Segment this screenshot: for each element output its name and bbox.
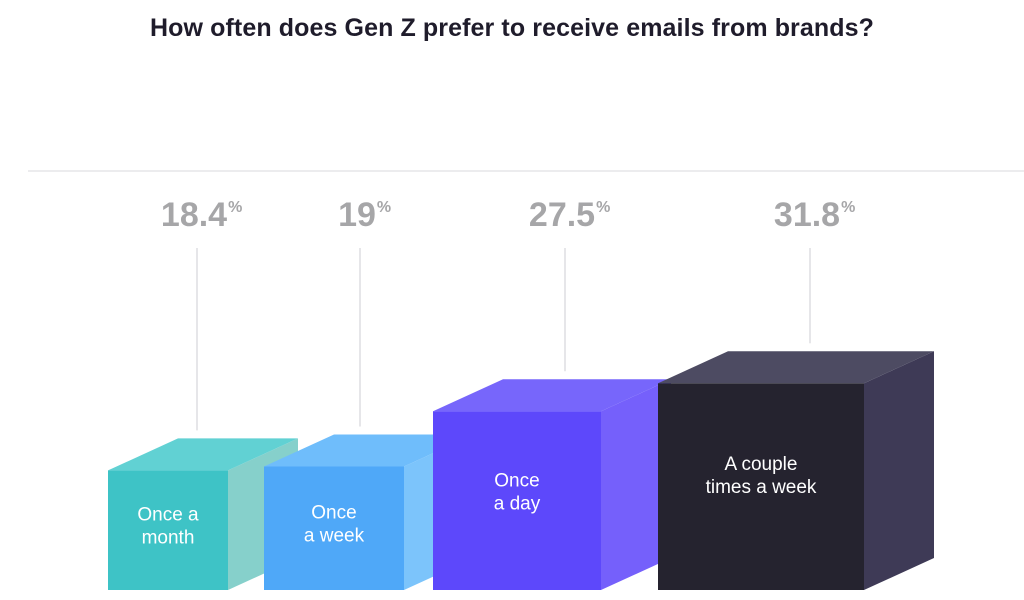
value-label: 27.5: [529, 196, 595, 234]
category-label: Once a day: [494, 470, 541, 514]
bar-top-face: [433, 379, 671, 412]
percent-sign: %: [596, 199, 610, 216]
percent-sign: %: [228, 199, 242, 216]
category-label-line: Once: [494, 470, 539, 491]
bar-front-face: [108, 470, 228, 590]
bar-top-face: [658, 351, 934, 384]
value-label: 18.4: [161, 196, 227, 234]
percent-sign: %: [377, 199, 391, 216]
bar-front-face: [658, 383, 864, 590]
category-label-line: Once a: [137, 505, 199, 526]
category-label-line: month: [142, 528, 195, 549]
bar-side-face: [864, 351, 934, 590]
category-label-line: Once: [311, 502, 356, 523]
category-label-line: times a week: [706, 477, 817, 498]
bar-front-face: [264, 466, 404, 590]
chart-title: How often does Gen Z prefer to receive e…: [149, 14, 875, 42]
bar-top-face: [264, 434, 474, 467]
bar-front-face: [433, 411, 601, 590]
percent-sign: %: [841, 199, 855, 216]
category-label-line: a week: [304, 525, 365, 546]
value-label: 31.8: [774, 196, 840, 234]
value-label: 19: [338, 196, 376, 234]
category-label-line: A couple: [725, 454, 798, 475]
category-label: A couple times a week: [706, 454, 817, 498]
category-label: Once a week: [304, 502, 365, 546]
category-label: Once a month: [137, 505, 199, 549]
bar-side-face: [601, 379, 671, 590]
category-label-line: a day: [494, 493, 541, 514]
bar-top-face: [108, 438, 298, 471]
